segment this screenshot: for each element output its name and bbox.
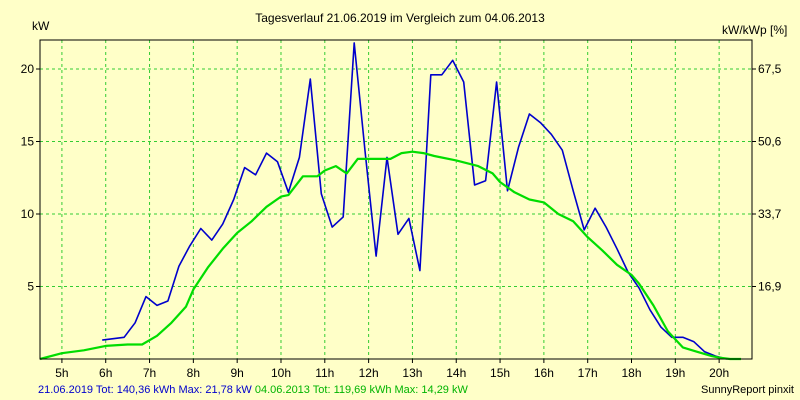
plot-frame [39,39,753,360]
y-right-tick-label-67,5: 67,5 [758,62,782,76]
y-axis-right-label: kW/kWp [%] [722,23,787,37]
footer-credit: SunnyReport pinxit [701,384,794,396]
x-tick-label-16h: 16h [534,366,554,380]
x-tick-label-11h: 11h [315,366,334,380]
x-tick-label-15h: 15h [490,366,510,380]
x-tick-label-12h: 12h [359,366,379,380]
x-tick-label-10h: 10h [271,366,291,380]
x-tick-label-18h: 18h [621,366,641,380]
x-tick-label-6h: 6h [99,366,112,380]
y-left-tick-label-20: 20 [21,62,35,76]
chart-footer: 21.06.2019 Tot: 140,36 kWh Max: 21,78 kW… [0,381,800,400]
y-left-tick-label-10: 10 [21,207,35,221]
y-right-tick-label-33,7: 33,7 [758,207,782,221]
x-tick-label-20h: 20h [709,366,729,380]
x-tick-label-5h: 5h [55,366,68,380]
chart-title: Tagesverlauf 21.06.2019 im Vergleich zum… [255,11,545,25]
footer-series-2013: 04.06.2013 Tot: 119,69 kWh Max: 14,29 kW [251,384,468,396]
x-tick-label-19h: 19h [665,366,685,380]
series-line-21.06.2019 [102,42,727,360]
y-right-tick-label-50,6: 50,6 [758,135,782,149]
x-tick-label-7h: 7h [143,366,156,380]
x-tick-label-14h: 14h [446,366,466,380]
chart-svg: Tagesverlauf 21.06.2019 im Vergleich zum… [21,11,788,380]
y-right-tick-label-16,9: 16,9 [758,280,782,294]
x-tick-label-9h: 9h [230,366,243,380]
y-axis-left-label: kW [32,19,50,33]
y-left-tick-label-5: 5 [27,280,34,294]
footer-series-2019: 21.06.2019 Tot: 140,36 kWh Max: 21,78 kW [38,384,252,396]
y-left-tick-label-15: 15 [21,135,35,149]
x-tick-label-8h: 8h [187,366,200,380]
x-tick-label-17h: 17h [578,366,598,380]
plot-area: 5h 6h 7h 8h 9h 10h 11h 12h 13h 14h 15h 16h 17h 18h 19h… [21,39,782,380]
plot-background [40,40,752,359]
footer-stats: 21.06.2019 Tot: 140,36 kWh Max: 21,78 kW… [38,381,468,400]
series-line-04.06.2013 [39,150,741,361]
x-tick-label-13h: 13h [402,366,422,380]
